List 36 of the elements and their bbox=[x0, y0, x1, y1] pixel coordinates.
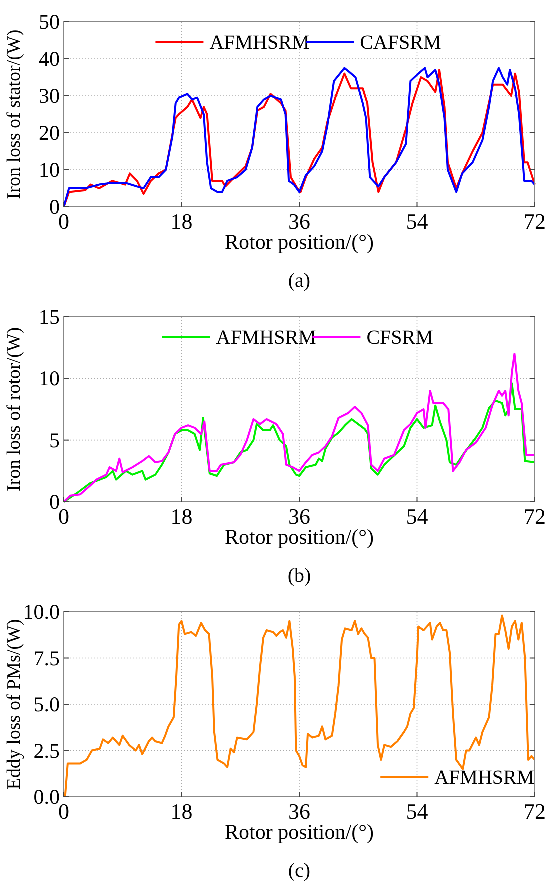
y-tick-label: 30 bbox=[39, 84, 60, 108]
x-tick-label: 18 bbox=[170, 209, 193, 234]
y-axis-title: Eddy loss of PMs/(W) bbox=[4, 619, 25, 790]
y-tick-label: 20 bbox=[39, 121, 60, 145]
y-tick-label: 40 bbox=[39, 47, 60, 71]
y-axis-title: Iron loss of rotor/(W) bbox=[4, 327, 25, 492]
y-tick-label: 5.0 bbox=[34, 692, 60, 716]
x-tick-label: 54 bbox=[406, 504, 428, 529]
y-tick-label: 10 bbox=[39, 366, 60, 391]
y-axis-title: Iron loss of stator/(W) bbox=[4, 30, 25, 200]
y-tick-label: 15 bbox=[39, 305, 60, 329]
y-tick-label: 7.5 bbox=[34, 646, 60, 670]
line-series bbox=[63, 382, 536, 503]
legend-label: CAFSRM bbox=[360, 32, 442, 54]
y-tick-label: 2.5 bbox=[34, 738, 60, 763]
y-tick-label: 50 bbox=[39, 10, 60, 34]
x-tick-label: 18 bbox=[170, 799, 193, 824]
x-tick-label: 54 bbox=[406, 209, 428, 234]
line-series bbox=[63, 353, 536, 503]
x-tick-label: 72 bbox=[524, 799, 546, 824]
legend-label: AFMHSRM bbox=[210, 32, 310, 54]
text: (b) bbox=[288, 565, 312, 587]
x-tick-label: 72 bbox=[524, 209, 546, 234]
line-series bbox=[64, 614, 536, 798]
text: (a) bbox=[288, 270, 311, 292]
x-tick-label: 72 bbox=[524, 504, 546, 529]
legend-label: AFMHSRM bbox=[434, 767, 535, 789]
x-tick-label: 54 bbox=[406, 799, 428, 824]
y-tick-label: 10 bbox=[39, 158, 60, 182]
y-tick-label: 10.0 bbox=[23, 600, 60, 624]
y-tick-label: 0.0 bbox=[34, 785, 60, 809]
text: (c) bbox=[288, 860, 311, 882]
legend-label: CFSRM bbox=[366, 327, 434, 349]
legend-label: AFMHSRM bbox=[216, 327, 317, 349]
y-tick-label: 5 bbox=[50, 428, 60, 452]
x-tick-label: 18 bbox=[170, 504, 193, 529]
